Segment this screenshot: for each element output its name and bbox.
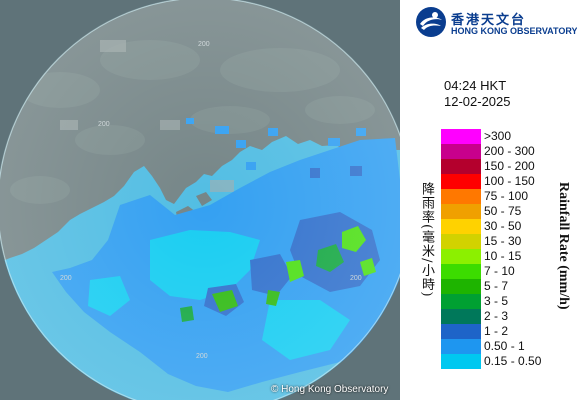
legend-range-label: 7 - 10 [484, 264, 515, 278]
range-label-east: 200 [350, 275, 362, 282]
legend-range-label: 75 - 100 [484, 189, 529, 203]
legend-swatch [441, 144, 481, 159]
legend-swatch [441, 279, 481, 294]
legend-range-label: 0.50 - 1 [484, 339, 525, 353]
legend-swatch [441, 264, 481, 279]
legend-swatch [441, 339, 481, 354]
legend-range-label: 10 - 15 [484, 249, 522, 263]
legend-swatch [441, 294, 481, 309]
legend-range-label: 1 - 2 [484, 324, 509, 338]
observation-time: 04:24 HKT [444, 78, 507, 93]
legend-title-chinese: 降雨率(毫米/小時) [419, 182, 434, 298]
legend-value-labels: >300 200 - 300 150 - 200 100 - 150 75 - 100 5… [484, 129, 554, 369]
legend-range-label: >300 [484, 129, 512, 143]
range-label-south: 200 [196, 353, 208, 360]
legend-title-english: Rainfall Rate (mm/h) [556, 182, 571, 310]
legend-swatch [441, 204, 481, 219]
legend-range-label: 50 - 75 [484, 204, 522, 218]
legend-swatch [441, 309, 481, 324]
legend-range-label: 15 - 30 [484, 234, 522, 248]
legend-range-label: 2 - 3 [484, 309, 509, 323]
legend-swatch [441, 234, 481, 249]
legend-swatch [441, 324, 481, 339]
legend-swatch [441, 354, 481, 369]
legend-swatch [441, 174, 481, 189]
org-name-chinese: 香港天文台 [451, 13, 527, 28]
legend-range-label: 200 - 300 [484, 144, 535, 158]
legend-range-label: 150 - 200 [484, 159, 535, 173]
legend-range-label: 3 - 5 [484, 294, 509, 308]
hko-logo-icon [416, 7, 446, 37]
legend-swatch [441, 129, 481, 144]
range-label-west: 200 [60, 275, 72, 282]
legend-range-label: 100 - 150 [484, 174, 535, 188]
legend-swatch [441, 219, 481, 234]
range-label-northwest: 200 [98, 121, 110, 128]
copyright-notice: © Hong Kong Observatory [271, 384, 389, 395]
legend-range-label: 5 - 7 [484, 279, 509, 293]
legend-color-scale [441, 129, 481, 369]
legend-sidebar: 香港天文台 HONG KONG OBSERVATORY 04:24 HKT 12… [400, 0, 577, 400]
observation-date: 12-02-2025 [444, 94, 511, 109]
legend-range-label: 30 - 50 [484, 219, 522, 233]
radar-map-canvas: 200 200 200 200 200 [0, 0, 400, 400]
legend-range-label: 0.15 - 0.50 [484, 354, 542, 368]
legend-swatch [441, 249, 481, 264]
hko-logo: 香港天文台 HONG KONG OBSERVATORY [415, 6, 577, 40]
radar-map: 200 200 200 200 200 © Hong Kong Observat… [0, 0, 400, 400]
legend-swatch [441, 189, 481, 204]
outside-range-shade [0, 0, 400, 400]
legend-swatch [441, 159, 481, 174]
range-label-north: 200 [198, 41, 210, 48]
org-name-english: HONG KONG OBSERVATORY [451, 26, 577, 36]
